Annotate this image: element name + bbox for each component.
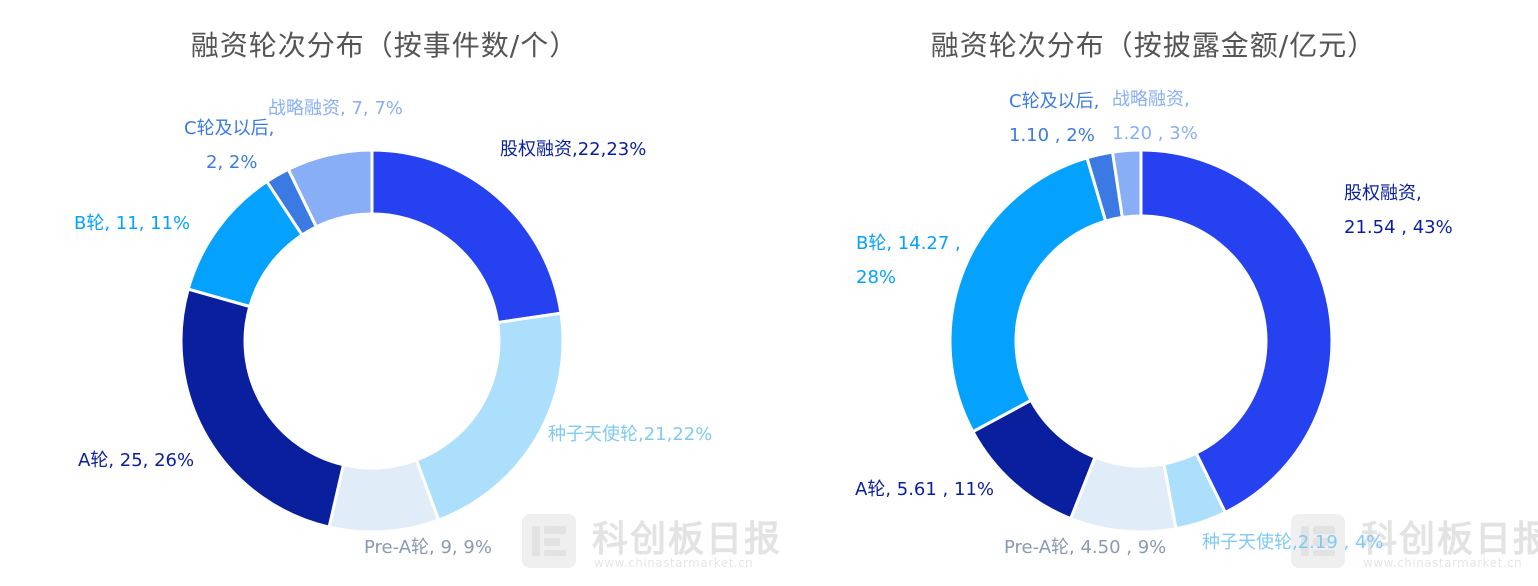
data-label: A轮, 5.61 , 11% (855, 478, 994, 502)
data-label-line: 2, 2% (206, 152, 258, 173)
slice-B轮 (948, 155, 1108, 434)
data-label-line: Pre-A轮, 9, 9% (364, 537, 492, 558)
slice-战略融资 (1110, 148, 1143, 220)
donut-chart-events (179, 148, 565, 534)
data-label: 股权融资, 21.54 , 43% (1344, 182, 1453, 240)
data-label: 股权融资,22,23% (500, 138, 646, 162)
data-label-line: C轮及以后, (184, 118, 275, 139)
data-label-line: Pre-A轮, 4.50 , 9% (1004, 537, 1167, 558)
donut-chart-amount (948, 148, 1334, 534)
data-label: B轮, 14.27 , 28% (856, 232, 961, 290)
data-label-line: 1.10 , 2% (1009, 125, 1095, 146)
slice-种子天使轮 (414, 311, 565, 522)
data-label-line: 28% (856, 267, 897, 288)
chart-title: 融资轮次分布（按事件数/个） (190, 29, 579, 62)
chart-amount-panel: 融资轮次分布（按披露金额/亿元） 科创板日报 www.chinastarmark… (769, 0, 1538, 586)
data-label-line: 战略融资, 7, 7% (268, 98, 403, 119)
data-label: 种子天使轮,21,22% (548, 423, 712, 447)
data-label-line: B轮, 14.27 , (856, 233, 961, 254)
data-label-line: 1.20 , 3% (1112, 123, 1198, 144)
data-label-line: 种子天使轮,2.19 , 4% (1202, 532, 1384, 553)
data-label: Pre-A轮, 9, 9% (364, 536, 492, 560)
data-label-line: A轮, 25, 26% (78, 450, 195, 471)
slice-战略融资 (286, 148, 374, 229)
slice-股权融资 (1139, 148, 1334, 515)
data-label-line: 股权融资,22,23% (500, 139, 647, 160)
slice-A轮 (179, 287, 346, 529)
data-label-line: 战略融资, (1112, 89, 1190, 110)
data-label-line: B轮, 11, 11% (74, 213, 191, 234)
slice-股权融资 (370, 148, 563, 325)
data-label-line: 股权融资, (1344, 183, 1422, 204)
chart-events-panel: 融资轮次分布（按事件数/个） 科创板日报 www.chinastarmarket… (74, 29, 780, 570)
data-label: 战略融资, 7, 7% (268, 97, 403, 121)
data-label: C轮及以后, 1.10 , 2% (1009, 90, 1099, 148)
data-label-line: 21.54 , 43% (1344, 217, 1453, 238)
data-label: Pre-A轮, 4.50 , 9% (1004, 536, 1166, 560)
data-label: 战略融资, 1.20 , 3% (1112, 88, 1198, 146)
chart-title: 融资轮次分布（按披露金额/亿元） (930, 29, 1377, 62)
data-label-line: A轮, 5.61 , 11% (855, 479, 995, 500)
data-label: B轮, 11, 11% (74, 212, 190, 236)
data-label: C轮及以后, 2, 2% (184, 117, 274, 175)
data-label-line: 种子天使轮,21,22% (548, 424, 713, 445)
data-label: 种子天使轮,2.19 , 4% (1202, 531, 1384, 555)
data-label: A轮, 25, 26% (78, 449, 194, 473)
data-label-line: C轮及以后, (1009, 91, 1100, 112)
